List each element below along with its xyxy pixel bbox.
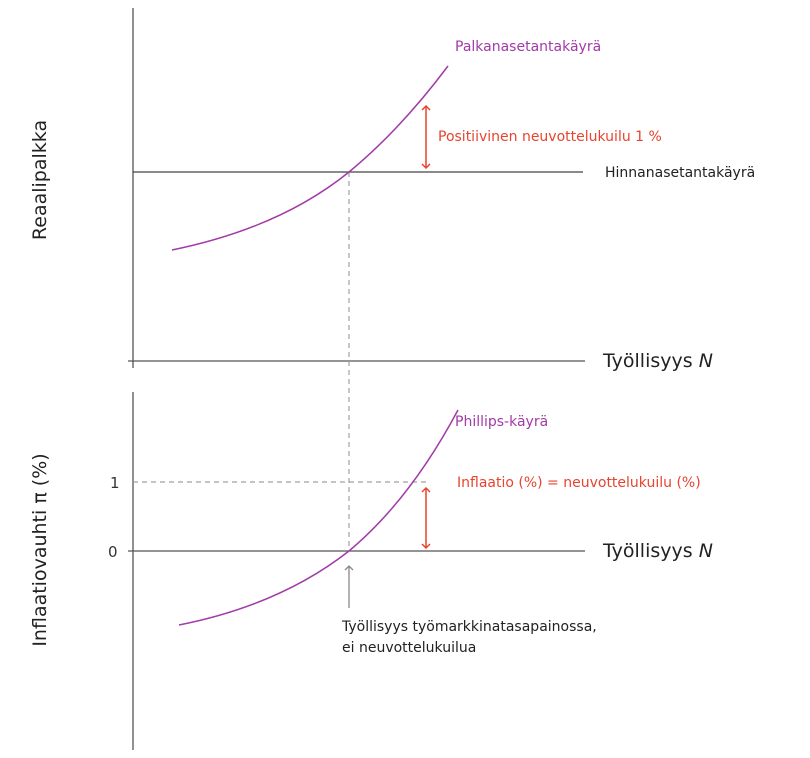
inflation-label: Inflaatio (%) = neuvottelukuilu (%) bbox=[457, 475, 701, 491]
price-curve-label: Hinnanasetantakäyrä bbox=[605, 165, 755, 181]
tick-0: 0 bbox=[108, 543, 118, 561]
bottom-x-label: Työllisyys N bbox=[602, 540, 713, 562]
top-y-label: Reaalipalkka bbox=[29, 120, 51, 240]
phillips-curve bbox=[178, 409, 459, 626]
bottom-x-label-text: Työllisyys bbox=[602, 540, 693, 562]
wage-setting-curve bbox=[171, 65, 449, 251]
tick-1: 1 bbox=[110, 474, 120, 492]
gap-label: Positiivinen neuvottelukuilu 1 % bbox=[438, 129, 662, 145]
top-x-label-var: N bbox=[699, 350, 713, 372]
equilibrium-note-line2: ei neuvottelukuilua bbox=[342, 640, 476, 656]
top-x-label: Työllisyys N bbox=[602, 350, 713, 372]
bottom-y-label: Inflaatiovauhti π (%) bbox=[29, 453, 51, 646]
phillips-label: Phillips-käyrä bbox=[455, 414, 548, 430]
top-x-label-text: Työllisyys bbox=[602, 350, 693, 372]
wage-curve-label: Palkanasetantakäyrä bbox=[455, 39, 601, 55]
bottom-x-label-var: N bbox=[699, 540, 713, 562]
equilibrium-note-line1: Työllisyys työmarkkinatasapainossa, bbox=[341, 619, 597, 635]
